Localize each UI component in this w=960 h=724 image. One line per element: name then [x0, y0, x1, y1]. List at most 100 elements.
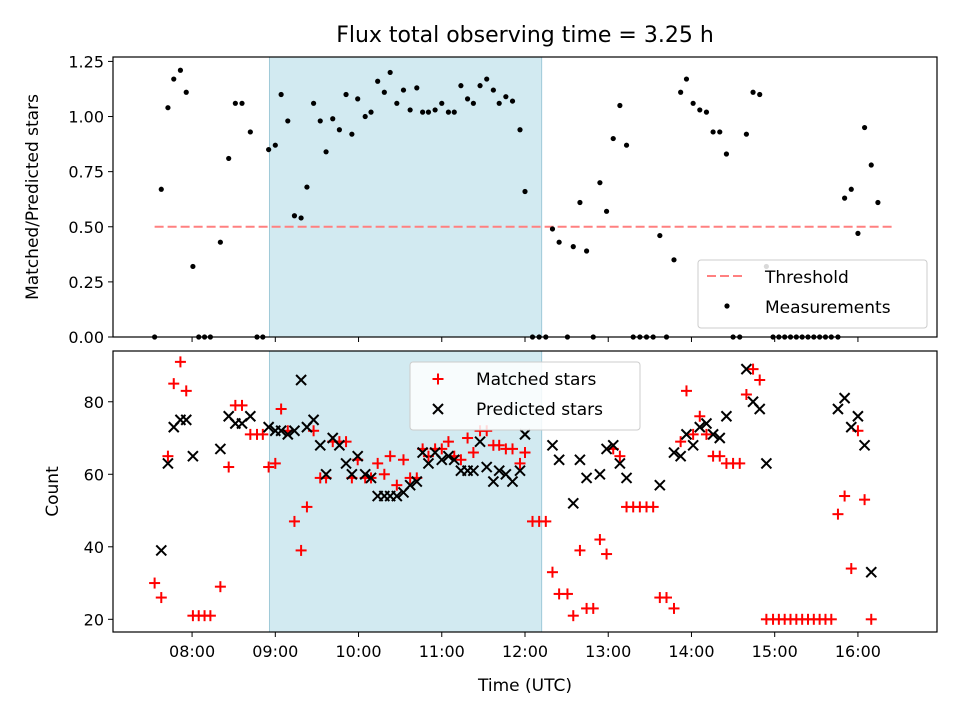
predicted-marker-b — [654, 479, 666, 491]
predicted-marker-b — [162, 457, 174, 470]
measurement-point — [317, 118, 323, 124]
measurement-point — [868, 162, 874, 168]
predicted-point — [620, 472, 633, 484]
measurement-point — [517, 127, 523, 133]
bottom-y-axis-label: Count — [43, 466, 63, 517]
measurement-point — [291, 213, 298, 219]
measurement-point — [425, 109, 432, 115]
predicted-marker-b — [493, 464, 505, 477]
observing-span — [269, 57, 542, 337]
measurement-point — [703, 109, 710, 115]
measurement-point — [355, 96, 361, 102]
predicted-marker-b — [674, 450, 687, 462]
x-axis-label: Time (UTC) — [477, 676, 572, 696]
matched-point — [514, 457, 526, 469]
predicted-point — [740, 363, 753, 375]
matched-point — [168, 378, 180, 390]
measurement-point — [247, 129, 253, 135]
predicted-point — [852, 410, 864, 422]
matched-point — [295, 544, 307, 556]
predicted-marker-b — [422, 457, 435, 470]
measurement-point — [623, 142, 630, 148]
measurement-point — [549, 226, 556, 232]
predicted-marker-b — [567, 497, 579, 509]
measurement-point — [330, 116, 336, 122]
predicted-marker-b — [700, 417, 713, 430]
measurement-point — [697, 107, 703, 113]
predicted-point — [351, 450, 364, 462]
measurement-point — [683, 76, 690, 82]
matched-point — [740, 389, 752, 401]
measurement-point — [577, 199, 583, 206]
chart-title: Flux total observing time = 3.25 h — [336, 23, 714, 48]
predicted-marker-b — [351, 450, 364, 462]
predicted-marker-b — [668, 446, 680, 459]
predicted-point — [162, 457, 174, 470]
matched-point — [301, 501, 313, 513]
predicted-point — [262, 421, 275, 433]
predicted-marker-b — [865, 566, 877, 578]
predicted-marker-b — [620, 472, 633, 484]
predicted-point — [487, 475, 500, 488]
measurement-point — [158, 186, 164, 192]
predicted-marker-b — [404, 479, 416, 491]
predicted-marker-b — [295, 374, 307, 386]
predicted-point — [346, 468, 358, 480]
predicted-marker-b — [481, 461, 493, 473]
predicted-marker-b — [411, 475, 423, 488]
measurement-point — [349, 131, 355, 137]
predicted-marker-b — [474, 435, 486, 448]
matched-point — [540, 515, 552, 527]
predicted-point — [448, 454, 460, 466]
measurement-point — [657, 232, 663, 239]
predicted-marker-b — [720, 410, 733, 422]
predicted-point — [365, 472, 377, 484]
matched-point — [442, 436, 454, 448]
measurement-point — [848, 186, 854, 192]
top-y-tick-label: 0.50 — [68, 218, 104, 237]
bottom-panel: 20 40 60 80 08:00 09:00 10:00 11:00 12:00 13:00 14… — [84, 350, 938, 661]
matched-point — [614, 450, 626, 462]
predicted-point — [307, 414, 320, 426]
measurement-point — [190, 263, 196, 270]
top-y-tick-label: 1.25 — [68, 52, 104, 71]
matched-point — [223, 461, 235, 473]
matched-point — [180, 385, 192, 397]
predicted-point — [614, 457, 626, 470]
predicted-point — [422, 457, 435, 470]
matched-point — [149, 577, 161, 589]
predicted-point — [288, 425, 301, 437]
predicted-point — [467, 464, 480, 477]
measurement-point — [336, 127, 342, 133]
predicted-point — [155, 544, 167, 557]
predicted-marker-b — [365, 472, 377, 484]
predicted-marker-b — [858, 439, 871, 451]
x-tick-label: 09:00 — [252, 642, 298, 661]
measurement-point — [610, 135, 616, 142]
predicted-marker-b — [574, 454, 586, 466]
predicted-marker-b — [222, 410, 235, 422]
predicted-marker-b — [838, 392, 851, 404]
predicted-marker-b — [845, 421, 857, 433]
measurement-point — [671, 257, 677, 263]
predicted-marker-b — [500, 468, 512, 480]
predicted-point — [754, 403, 766, 415]
predicted-point — [411, 475, 423, 488]
measurement-point — [583, 248, 590, 254]
predicted-marker-b — [614, 457, 626, 470]
predicted-point — [391, 490, 403, 502]
matched-point — [288, 515, 300, 527]
predicted-point — [481, 461, 493, 473]
measurement-point — [432, 107, 438, 113]
matched-point — [668, 602, 680, 614]
predicted-marker-b — [448, 454, 460, 466]
top-legend: Threshold Measurements — [697, 259, 928, 329]
predicted-point — [282, 428, 294, 441]
predicted-point — [674, 450, 687, 462]
predicted-marker-b — [155, 544, 167, 557]
predicted-marker-b — [314, 439, 326, 451]
matched-point — [660, 592, 672, 604]
predicted-marker-b — [467, 464, 480, 477]
measurement-point — [362, 113, 368, 120]
